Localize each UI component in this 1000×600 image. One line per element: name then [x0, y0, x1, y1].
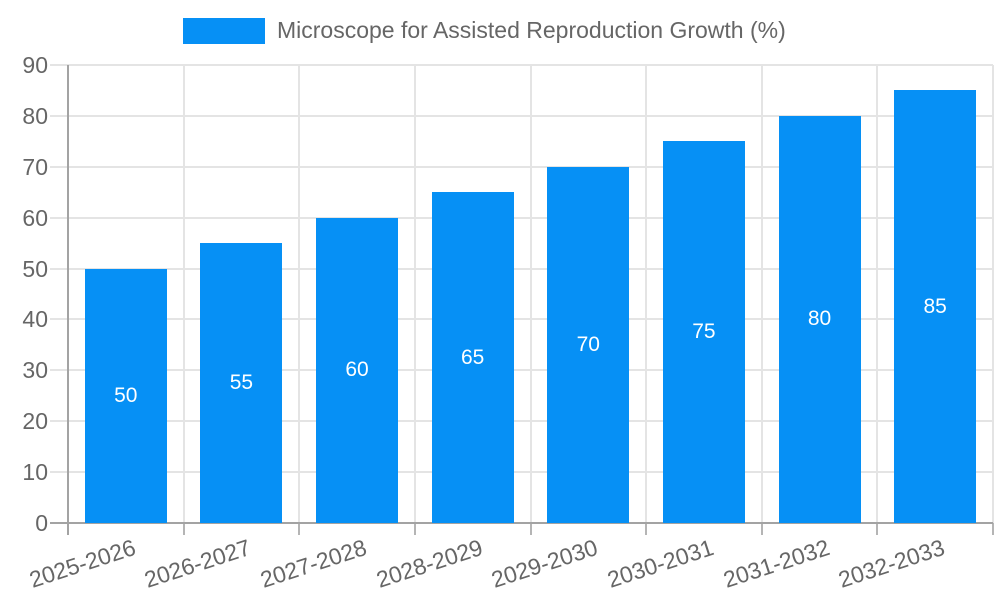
x-tick-mark: [413, 523, 416, 535]
y-tick-label: 70: [22, 153, 48, 180]
y-tick-label: 0: [35, 510, 48, 536]
grid-line-y: [50, 114, 993, 117]
y-tick-label: 30: [22, 357, 48, 384]
x-tick-label: 2026-2027: [141, 534, 255, 593]
bar-2026-2027: [200, 243, 283, 523]
x-tick-mark: [529, 523, 532, 535]
grid-line-y: [50, 64, 993, 66]
bar-value-label: 55: [229, 371, 254, 395]
x-tick-label: 2032-2033: [835, 534, 948, 593]
y-tick-label: 80: [22, 102, 48, 129]
x-tick-label: 2030-2031: [604, 534, 717, 593]
x-tick-mark: [992, 523, 994, 535]
x-tick-mark: [760, 523, 763, 535]
legend-label: Microscope for Assisted Reproduction Gro…: [277, 17, 786, 43]
grid-line-x: [992, 65, 994, 523]
x-axis-line: [50, 522, 993, 524]
grid-line-y: [50, 420, 993, 423]
bar-2027-2028: [316, 217, 399, 523]
grid-line-y: [50, 216, 993, 219]
grid-line-y: [50, 165, 993, 168]
bar-2032-2033: [894, 90, 977, 523]
grid-line-x: [876, 65, 879, 523]
bar-2031-2032: [778, 115, 861, 523]
grid-line-x: [182, 65, 185, 523]
bar-value-label: 75: [692, 320, 716, 344]
grid-line-x: [529, 65, 532, 523]
grid-line-y: [50, 267, 993, 270]
x-tick-mark: [876, 523, 879, 535]
legend-swatch: [183, 17, 265, 44]
bar-2030-2031: [662, 141, 745, 523]
y-tick-label: 20: [22, 408, 48, 435]
x-tick-label: 2025-2026: [25, 534, 139, 593]
grid-line-y: [50, 471, 993, 474]
x-tick-mark: [182, 523, 185, 535]
bar-value-label: 50: [114, 383, 138, 407]
grid-line-x: [413, 65, 416, 523]
bar-value-label: 70: [576, 332, 600, 356]
grid-line-x: [760, 65, 763, 523]
bar-value-label: 85: [923, 294, 947, 318]
bar-2028-2029: [431, 192, 514, 523]
legend-item[interactable]: Microscope for Assisted Reproduction Gro…: [183, 17, 786, 44]
y-tick-label: 40: [22, 306, 48, 333]
y-tick-label: 60: [22, 204, 48, 231]
x-tick-label: 2029-2030: [488, 534, 602, 593]
x-tick-label: 2027-2028: [257, 534, 370, 593]
x-tick-label: 2028-2029: [372, 534, 486, 593]
bar-2029-2030: [547, 166, 630, 523]
grid-line-x: [645, 65, 648, 523]
x-tick-label: 2031-2032: [719, 534, 833, 593]
grid-line-y: [50, 369, 993, 372]
grid-line-y: [50, 318, 993, 321]
y-tick-label: 50: [22, 255, 48, 282]
x-tick-mark: [645, 523, 648, 535]
bar-value-label: 60: [345, 358, 369, 382]
y-tick-label: 90: [22, 52, 48, 78]
grid-line-x: [298, 65, 301, 523]
bar-2025-2026: [84, 268, 167, 523]
x-tick-mark: [298, 523, 301, 535]
bar-value-label: 80: [807, 307, 832, 331]
y-axis-line: [67, 65, 69, 535]
bar-value-label: 65: [461, 345, 485, 369]
y-tick-label: 10: [22, 459, 48, 486]
